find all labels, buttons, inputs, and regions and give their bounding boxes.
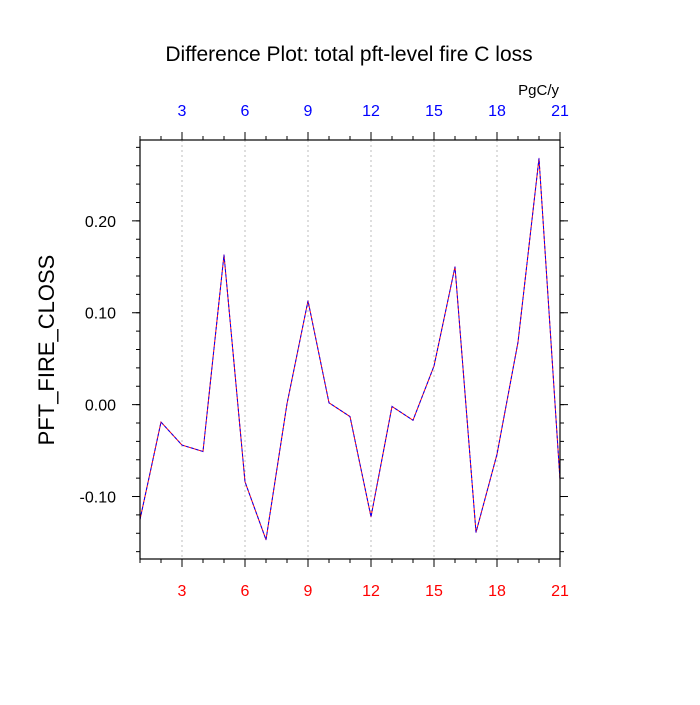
data-point xyxy=(349,415,351,418)
x-tick-label-top: 9 xyxy=(304,103,313,120)
data-point xyxy=(433,365,435,367)
x-tick-label-bottom: 18 xyxy=(488,583,506,600)
tick-labels: 3 3 6 6 9 9 12 12 15 15 18 18 21 21 -0.10 0.00 0.10 0.20 xyxy=(80,103,569,600)
chart-title: Difference Plot: total pft-level fire C … xyxy=(165,43,532,66)
data-point xyxy=(370,516,372,518)
data-point xyxy=(223,254,225,256)
plot-frame xyxy=(139,139,561,560)
data-point xyxy=(244,481,246,483)
y-tick-label: 0.10 xyxy=(85,306,116,323)
data-point xyxy=(328,402,330,404)
data-point xyxy=(286,403,288,405)
x-tick-label-top: 21 xyxy=(551,103,569,120)
x-tick-label-bottom: 12 xyxy=(362,583,380,600)
y-tick-label: 0.20 xyxy=(85,214,116,231)
y-tick-label: 0.00 xyxy=(85,398,116,415)
y-axis-label: PFT_FIRE_CLOSS xyxy=(34,255,59,446)
data-point xyxy=(181,444,183,446)
data-point xyxy=(265,539,267,541)
data-point xyxy=(307,300,309,302)
data-series xyxy=(139,157,561,541)
data-point xyxy=(412,419,414,421)
axis-ticks xyxy=(132,132,568,567)
x-tick-label-top: 15 xyxy=(425,103,443,120)
x-tick-label-top: 18 xyxy=(488,103,506,120)
y-tick-label: -0.10 xyxy=(80,490,117,507)
x-tick-label-top: 12 xyxy=(362,103,380,120)
x-tick-label-top: 3 xyxy=(178,103,187,120)
data-point xyxy=(202,450,204,453)
data-point xyxy=(475,531,477,533)
x-tick-label-bottom: 9 xyxy=(304,583,313,600)
x-tick-label-top: 6 xyxy=(241,103,250,120)
data-point xyxy=(391,405,393,408)
data-point xyxy=(160,421,162,423)
units-label: PgC/y xyxy=(518,82,559,99)
x-tick-label-bottom: 3 xyxy=(178,583,187,600)
x-tick-label-bottom: 6 xyxy=(241,583,250,600)
data-point xyxy=(454,266,456,268)
data-point xyxy=(496,453,498,455)
x-tick-label-bottom: 15 xyxy=(425,583,443,600)
data-point xyxy=(517,341,519,343)
data-point xyxy=(538,157,540,159)
x-tick-label-bottom: 21 xyxy=(551,583,569,600)
